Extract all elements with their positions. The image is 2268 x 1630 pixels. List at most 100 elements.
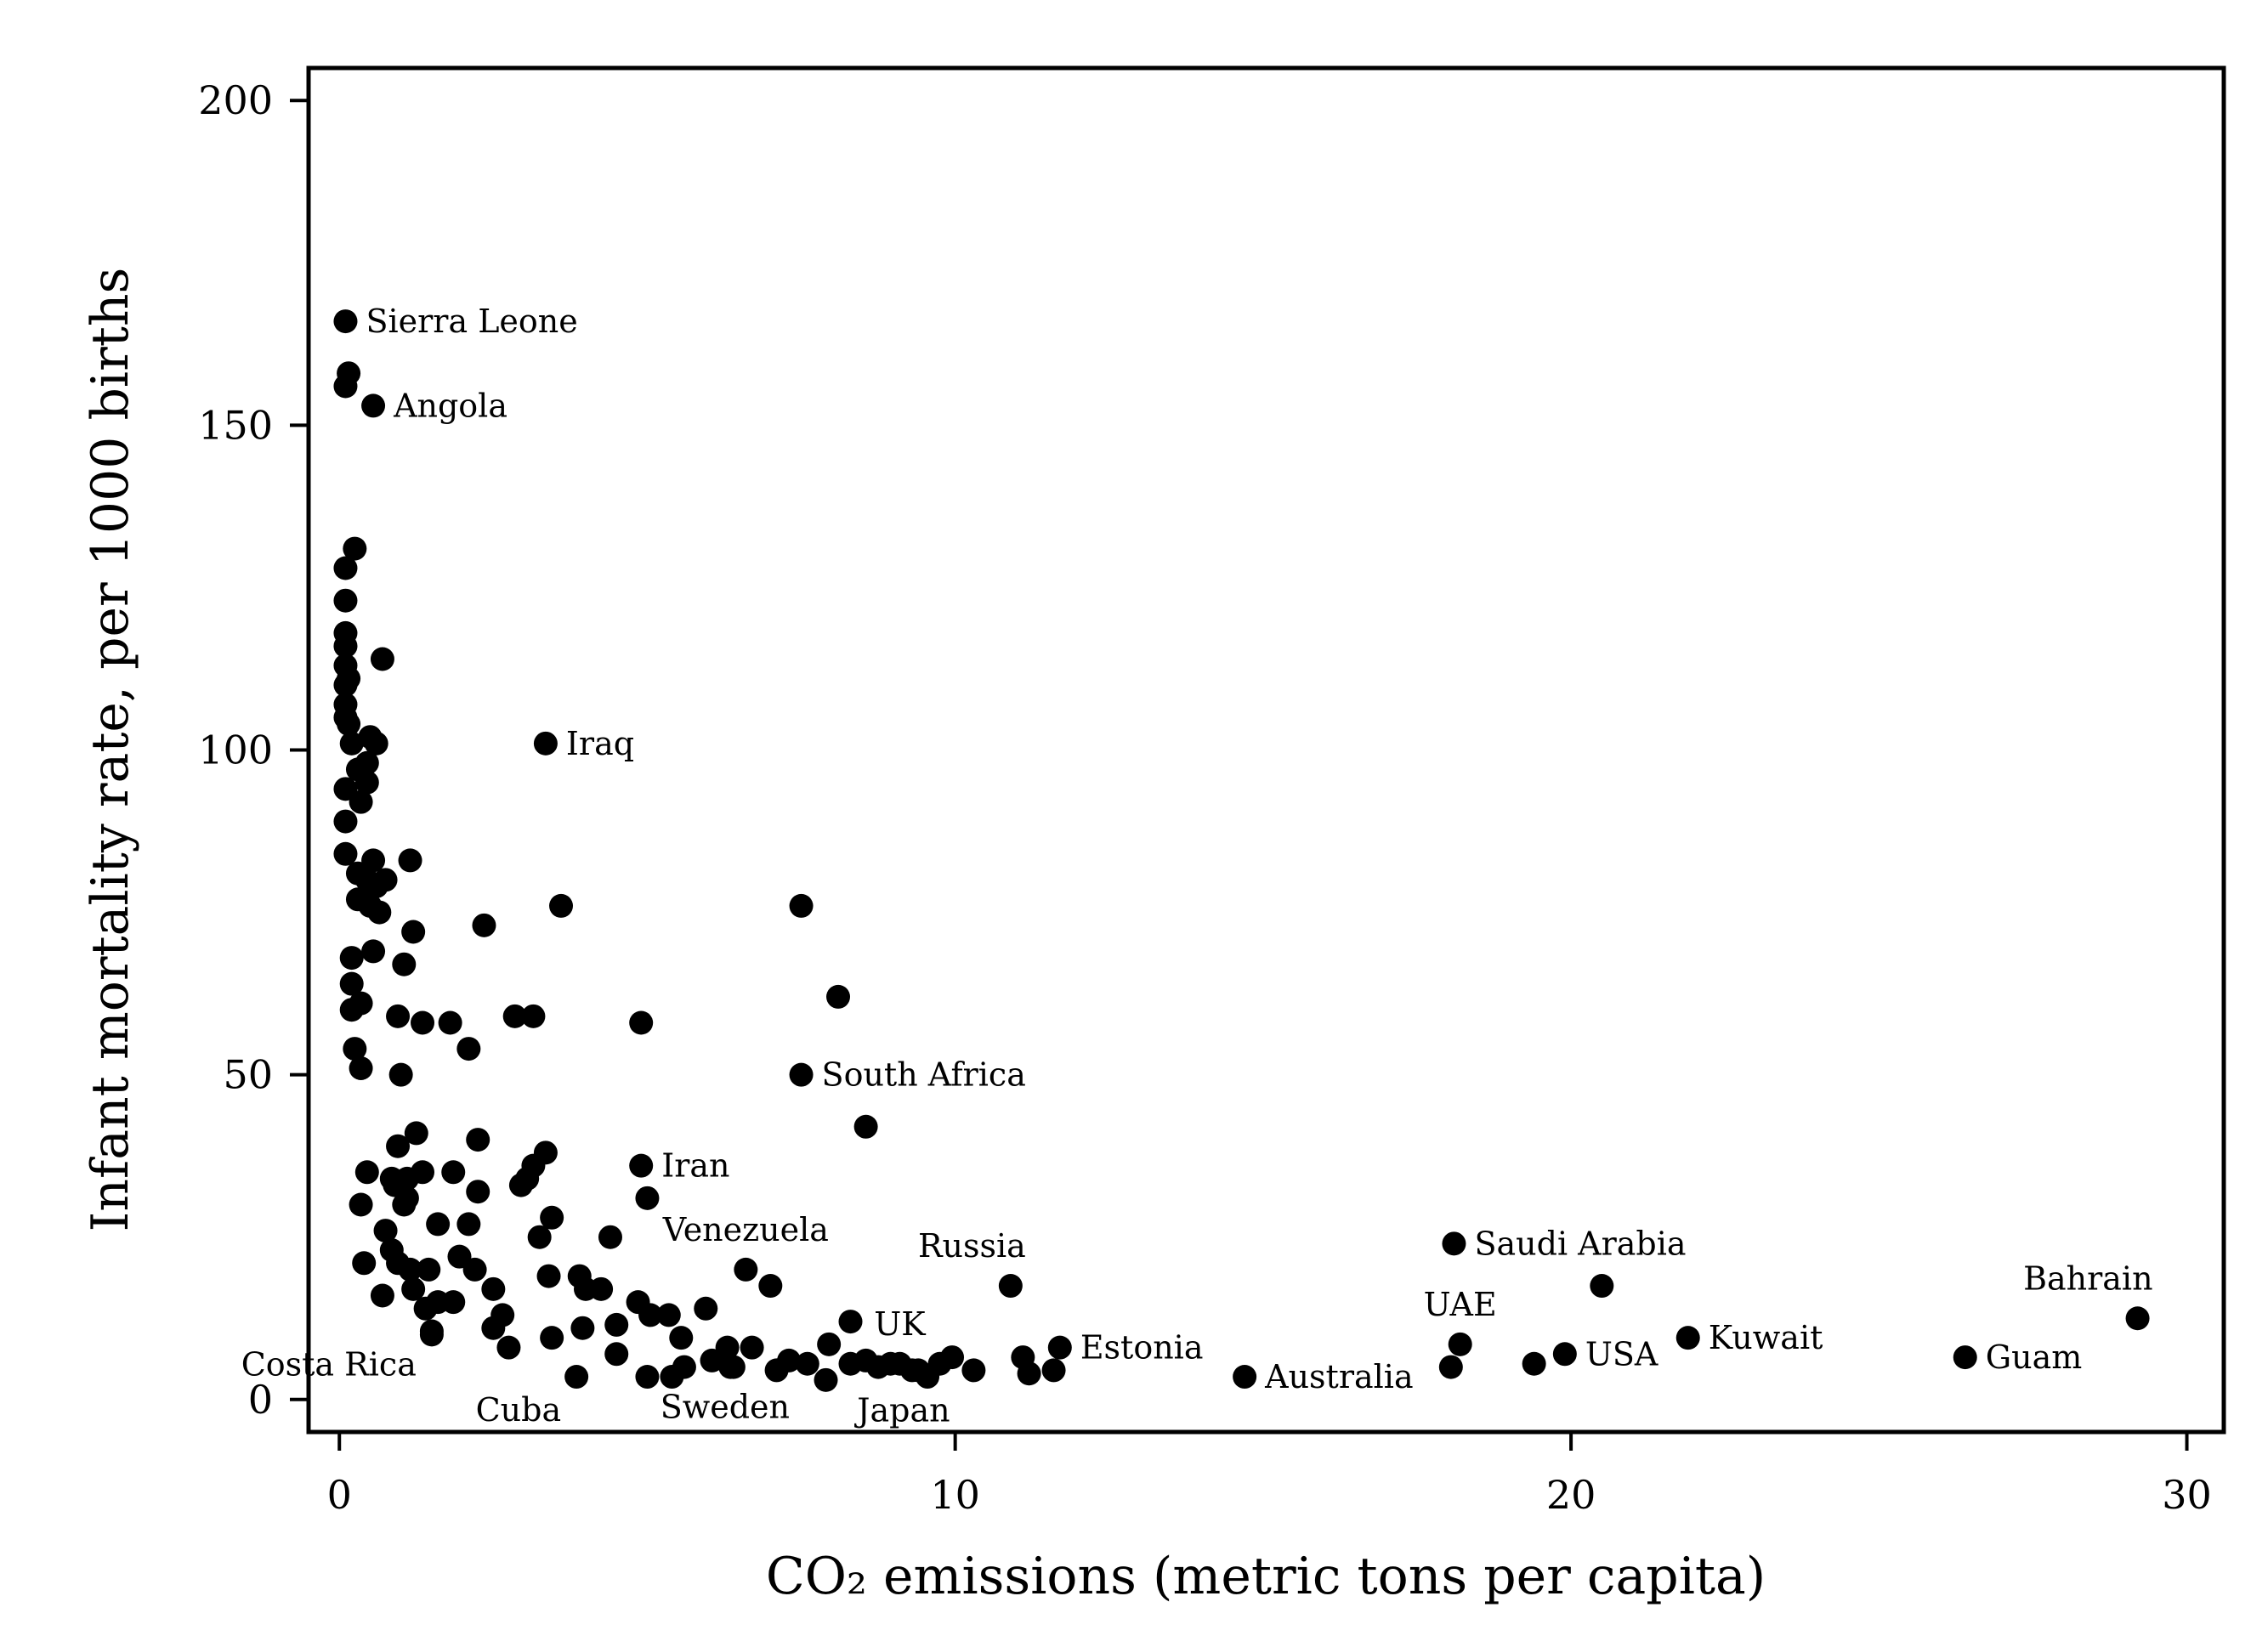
data-point bbox=[339, 971, 364, 996]
data-point bbox=[349, 790, 373, 814]
data-point bbox=[373, 1219, 398, 1243]
data-point bbox=[521, 1153, 546, 1178]
data-point bbox=[481, 1316, 506, 1340]
data-point bbox=[370, 647, 394, 671]
point-label: USA bbox=[1585, 1335, 1658, 1372]
labeled-data-point bbox=[1675, 1326, 1700, 1350]
data-point bbox=[411, 1010, 435, 1035]
labeled-data-point bbox=[419, 1319, 444, 1344]
data-point bbox=[333, 841, 358, 866]
data-point bbox=[361, 939, 386, 964]
data-point bbox=[411, 1160, 435, 1185]
data-point bbox=[361, 848, 386, 873]
data-point bbox=[694, 1296, 718, 1321]
data-point bbox=[349, 1192, 373, 1217]
labeled-data-point bbox=[564, 1365, 589, 1389]
y-tick-label: 0 bbox=[248, 1377, 273, 1423]
labeled-data-point bbox=[1233, 1365, 1257, 1389]
data-point bbox=[441, 1160, 466, 1185]
labeled-data-point bbox=[899, 1358, 924, 1383]
data-point bbox=[1438, 1355, 1463, 1379]
point-label: Sierra Leone bbox=[366, 303, 577, 340]
data-point bbox=[401, 1276, 426, 1301]
data-point bbox=[354, 1160, 379, 1185]
data-point bbox=[373, 868, 398, 892]
data-point bbox=[817, 1332, 842, 1356]
labeled-data-point bbox=[2125, 1306, 2150, 1331]
data-point bbox=[1590, 1274, 1614, 1299]
y-tick-label: 150 bbox=[198, 402, 273, 448]
data-point bbox=[536, 1264, 561, 1288]
data-point bbox=[1041, 1358, 1066, 1383]
y-tick-label: 100 bbox=[198, 727, 273, 773]
point-label: Costa Rica bbox=[241, 1346, 417, 1384]
data-point bbox=[672, 1355, 696, 1379]
data-point bbox=[417, 1257, 441, 1282]
data-point bbox=[472, 913, 496, 937]
point-label: Angola bbox=[393, 387, 507, 424]
labeled-data-point bbox=[333, 309, 358, 334]
data-point bbox=[401, 920, 426, 944]
data-point bbox=[367, 900, 392, 925]
data-point bbox=[789, 893, 814, 918]
data-point bbox=[940, 1345, 965, 1370]
data-point bbox=[333, 374, 358, 399]
point-labels: Sierra Leone Angola Iraq South Africa Iran Ve… bbox=[241, 303, 2153, 1429]
data-point bbox=[456, 1212, 481, 1237]
labeled-data-point bbox=[361, 393, 386, 418]
data-point bbox=[370, 1283, 394, 1308]
data-point bbox=[426, 1212, 451, 1237]
data-point bbox=[540, 1326, 564, 1350]
point-label: Guam bbox=[1986, 1339, 2083, 1376]
data-point bbox=[352, 1251, 377, 1276]
data-point bbox=[826, 984, 851, 1009]
data-point bbox=[337, 666, 361, 691]
data-point bbox=[386, 1134, 411, 1158]
data-point bbox=[386, 1004, 411, 1028]
data-point bbox=[656, 1303, 681, 1327]
data-point bbox=[349, 1056, 373, 1080]
data-point bbox=[635, 1365, 660, 1389]
data-point bbox=[700, 1348, 724, 1372]
data-point bbox=[635, 1186, 660, 1210]
data-point bbox=[333, 809, 358, 834]
point-label: Venezuela bbox=[662, 1211, 829, 1248]
data-point bbox=[1017, 1361, 1041, 1386]
data-point bbox=[343, 536, 367, 561]
data-point bbox=[441, 1290, 466, 1315]
data-point bbox=[604, 1342, 629, 1367]
data-point bbox=[466, 1180, 490, 1204]
data-point bbox=[398, 848, 422, 873]
data-point bbox=[339, 998, 364, 1022]
data-point bbox=[814, 1367, 838, 1392]
data-point bbox=[404, 1121, 428, 1146]
data-point bbox=[570, 1316, 595, 1340]
x-tick-label: 0 bbox=[327, 1472, 352, 1518]
data-point bbox=[343, 1037, 367, 1061]
labeled-data-point bbox=[998, 1274, 1023, 1299]
labeled-data-point bbox=[1047, 1335, 1072, 1360]
data-point bbox=[598, 1225, 622, 1249]
data-point bbox=[961, 1358, 986, 1383]
x-axis: 0 10 20 30 bbox=[327, 1432, 2212, 1518]
data-points bbox=[333, 309, 2150, 1392]
data-point bbox=[339, 731, 364, 756]
labeled-data-point bbox=[789, 1062, 814, 1087]
point-label: UK bbox=[874, 1305, 926, 1343]
point-label: Iraq bbox=[566, 725, 634, 762]
x-tick-label: 20 bbox=[1546, 1472, 1596, 1518]
y-tick-label: 200 bbox=[198, 77, 273, 123]
data-point bbox=[481, 1276, 506, 1301]
x-axis-title: CO₂ emissions (metric tons per capita) bbox=[766, 1547, 1766, 1606]
point-label: Iran bbox=[661, 1147, 729, 1185]
data-point bbox=[1522, 1351, 1546, 1376]
data-point bbox=[333, 588, 358, 613]
labeled-data-point bbox=[1552, 1342, 1577, 1367]
data-point bbox=[629, 1010, 654, 1035]
point-label: Kuwait bbox=[1709, 1319, 1823, 1356]
data-point bbox=[337, 711, 361, 736]
x-tick-label: 10 bbox=[930, 1472, 980, 1518]
point-label: Cuba bbox=[476, 1391, 562, 1429]
data-point bbox=[758, 1274, 783, 1299]
data-point bbox=[638, 1303, 663, 1327]
